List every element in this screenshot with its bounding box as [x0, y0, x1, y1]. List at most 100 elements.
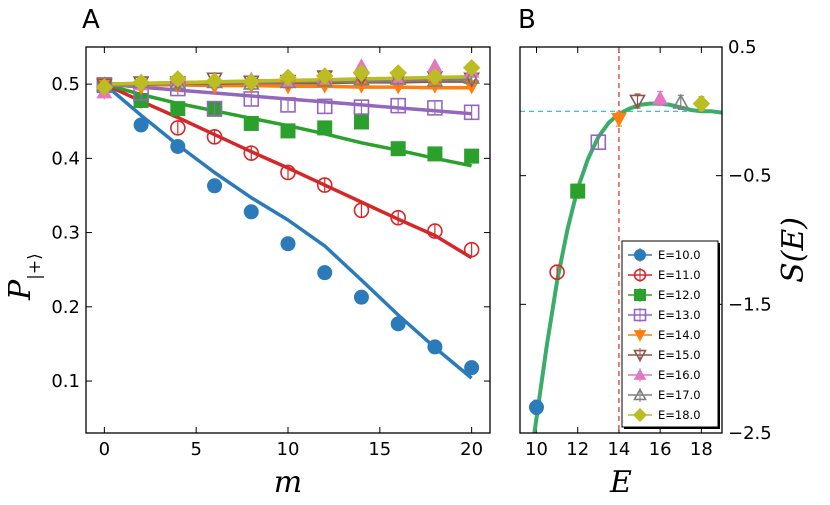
- data-point-E=12.0: [353, 114, 369, 130]
- legend-marker-E=12.0: [634, 289, 646, 301]
- legend-label: E=13.0: [658, 308, 701, 322]
- legend-marker-E=15.0: [633, 349, 647, 363]
- data-point-E=18.0: [205, 72, 224, 90]
- data-point-E=13.0: [390, 97, 406, 114]
- data-point-E=13.0: [427, 100, 443, 116]
- data-point-E=18.0: [169, 70, 187, 88]
- x-tick-label: 10: [525, 439, 548, 460]
- data-point-E=18.0: [462, 59, 481, 77]
- data-point-E=13.0: [353, 99, 370, 115]
- data-point-E=12.0: [243, 115, 259, 131]
- data-point-E=10.0: [317, 265, 333, 281]
- y-tick-label: 0.2: [51, 297, 80, 318]
- legend-marker-E=18.0: [632, 407, 648, 423]
- legend-label: E=15.0: [658, 348, 701, 362]
- data-point-E=14.0: [611, 112, 627, 128]
- x-tick-label: 0: [99, 439, 110, 460]
- axes-frame-b: [519, 46, 723, 434]
- data-point-E=12.0: [570, 183, 586, 199]
- y-tick-label: −0.5: [728, 166, 772, 187]
- y-tick-label: 0.5: [51, 74, 80, 95]
- data-point-E=10.0: [353, 289, 369, 305]
- legend-marker-E=11.0: [633, 268, 647, 282]
- y-axis-label-sub: |+⟩: [25, 253, 45, 280]
- legend-label: E=14.0: [658, 328, 701, 342]
- data-point-E=10.0: [133, 117, 149, 133]
- y-axis-label: P|+⟩: [3, 253, 45, 301]
- x-tick-label: 20: [460, 439, 483, 460]
- data-point-E=13.0: [280, 97, 296, 113]
- data-point-E=13.0: [316, 98, 333, 115]
- x-tick-label: 15: [368, 439, 391, 460]
- y-tick-label: 0.5: [728, 37, 757, 58]
- legend-label: E=11.0: [658, 268, 701, 282]
- legend-label: E=10.0: [658, 248, 701, 262]
- data-point-E=18.0: [426, 67, 444, 86]
- data-point-E=12.0: [427, 146, 443, 162]
- legend-label: E=12.0: [658, 288, 701, 302]
- data-point-E=11.0: [243, 145, 260, 161]
- x-tick-label: 16: [649, 439, 672, 460]
- data-point-E=11.0: [170, 120, 186, 136]
- data-point-E=10.0: [280, 236, 296, 252]
- legend-marker-E=10.0: [634, 249, 646, 261]
- data-point-E=11.0: [549, 264, 565, 280]
- panel-a: 0 5 10 15 20 0.1 0.2 0.3 0.4 0.5 m P|+⟩: [3, 46, 491, 500]
- legend-marker-E=14.0: [633, 330, 647, 342]
- data-point-E=11.0: [463, 241, 480, 258]
- panel-label-a: A: [82, 5, 100, 35]
- data-point-E=18.0: [242, 73, 261, 91]
- legend-label: E=16.0: [658, 368, 701, 382]
- legend-marker-E=17.0: [633, 387, 647, 401]
- fit-line-E=10.0: [103, 82, 473, 380]
- data-point-E=11.0: [390, 209, 406, 226]
- data-point-E=13.0: [590, 134, 607, 151]
- x-tick-label: 14: [607, 439, 630, 460]
- data-point-E=18.0: [352, 64, 371, 82]
- legend-label: E=17.0: [658, 388, 701, 402]
- x-tick-label: 5: [190, 439, 201, 460]
- data-point-E=18.0: [692, 94, 711, 113]
- data-point-E=13.0: [463, 104, 480, 121]
- data-point-E=10.0: [528, 399, 544, 415]
- x-tick-label: 18: [690, 439, 713, 460]
- y-axis-label-main: P: [3, 279, 38, 301]
- axes-frame-a: [85, 46, 491, 434]
- data-point-E=17.0: [463, 68, 480, 84]
- data-point-E=12.0: [170, 101, 186, 117]
- data-point-E=10.0: [207, 178, 223, 194]
- y-tick-label: 0.4: [51, 148, 80, 169]
- legend-marker-E=13.0: [633, 308, 647, 322]
- data-point-E=15.0: [629, 94, 646, 110]
- data-point-E=11.0: [280, 164, 296, 181]
- data-point-E=10.0: [464, 360, 480, 376]
- fit-curve-b: [532, 101, 722, 433]
- y-tick-label: 0.3: [51, 223, 80, 244]
- y-tick-label: −1.5: [728, 294, 772, 315]
- data-point-E=18.0: [279, 68, 297, 87]
- data-point-E=10.0: [243, 204, 259, 220]
- x-tick-label: 10: [277, 439, 300, 460]
- data-point-E=10.0: [427, 339, 443, 355]
- x-axis-label: m: [274, 465, 302, 500]
- data-point-E=10.0: [170, 138, 186, 154]
- panel-b: 10 12 14 16 18 0.5 −0.5 −1.5 −2.5 E=10.0 E=11.0 E=1…: [519, 37, 811, 500]
- y-tick-label: 0.1: [51, 371, 80, 392]
- y-tick-label: −2.5: [728, 423, 772, 444]
- data-point-E=11.0: [427, 223, 443, 239]
- x-tick-label: 12: [566, 439, 589, 460]
- data-point-E=12.0: [280, 123, 296, 139]
- data-point-E=10.0: [390, 316, 406, 332]
- data-point-E=12.0: [317, 120, 333, 136]
- data-point-E=18.0: [315, 67, 334, 85]
- x-axis-label: E: [609, 465, 632, 500]
- data-point-E=18.0: [389, 64, 407, 82]
- data-point-E=12.0: [390, 141, 406, 157]
- data-point-E=13.0: [206, 100, 223, 117]
- data-point-E=11.0: [206, 129, 223, 145]
- legend-marker-E=16.0: [633, 368, 647, 380]
- data-point-E=11.0: [316, 177, 333, 193]
- data-point-E=18.0: [95, 78, 114, 96]
- data-point-E=18.0: [132, 73, 150, 92]
